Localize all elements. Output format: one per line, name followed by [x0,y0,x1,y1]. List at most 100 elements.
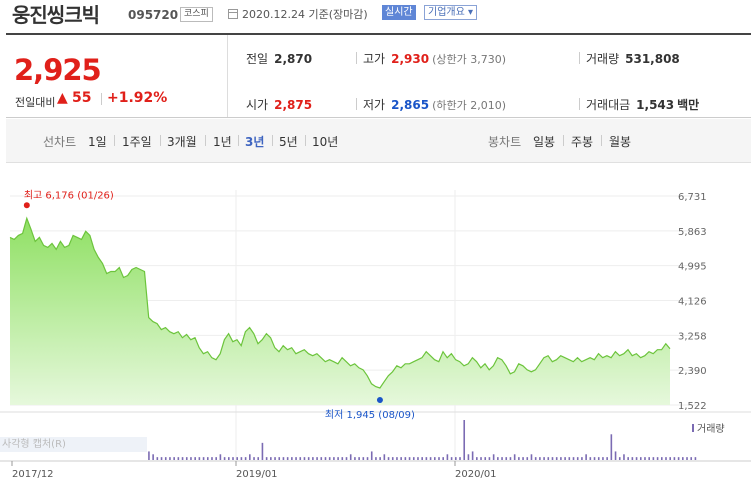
volume-bar [236,457,239,460]
volume-cell: 거래량 531,808 [586,50,680,67]
volume-bar [660,457,663,460]
volume-bar [223,457,226,460]
y-tick-label: 1,522 [678,401,707,412]
open-label: 시가 [246,98,269,112]
volume-bar [593,457,596,460]
as-of-date: 2020.12.24 기준(장마감) [242,8,368,21]
volume-bar [446,454,449,460]
divider [356,52,357,64]
volume-bar [328,457,331,460]
high-annotation: 최고 6,176 (01/26) [24,189,114,201]
volume-bar [652,457,655,460]
period-3y[interactable]: 3년 [245,135,265,149]
volume-bar [673,457,676,460]
volume-bar [396,457,398,460]
volume-bar [459,457,461,460]
volume-value: 531,808 [625,52,680,66]
y-tick-label: 4,126 [678,297,707,308]
volume-bar [412,457,415,460]
realtime-button[interactable]: 실시간 [382,5,416,20]
volume-bar [425,457,428,460]
y-tick-label: 5,863 [678,227,707,238]
volume-bar [341,457,344,460]
period-10y[interactable]: 10년 [312,135,339,149]
divider [114,135,115,146]
market-badge: 코스피 [180,7,213,22]
low-value: 2,865 [391,98,430,112]
volume-bar [476,457,478,460]
candle-monthly[interactable]: 월봉 [609,135,632,149]
volume-bar [312,457,314,460]
trade-value-unit: 백만 [677,98,700,112]
period-toolbar: 선차트 1일 1주일 3개월 1년 3년 5년 10년 봉차트 일봉 주봉 월봉 [6,119,751,163]
volume-bar [177,457,180,460]
volume-bar [690,457,693,460]
chart-annotations: 최고 6,176 (01/26) 최저 1,945 (08/09) [23,189,415,421]
volume-bar [682,457,684,460]
volume-bar [421,457,423,460]
divider [305,135,306,146]
volume-bar [564,457,566,460]
volume-bar [534,457,537,460]
volume-bar [253,457,255,460]
volume-legend-swatch [692,424,694,432]
volume-bar [694,457,697,460]
volume-bar [383,454,386,460]
upper-limit: (상한가 3,730) [432,53,506,66]
current-price: 2,925 [14,53,102,87]
period-1d[interactable]: 1일 [88,135,107,149]
volume-bar [354,457,356,460]
price-area [10,218,670,405]
prev-close-cell: 전일 2,870 [246,50,312,67]
volume-legend: 거래량 [697,423,725,435]
period-3m[interactable]: 3개월 [167,135,197,149]
x-axis: 2017/12 2019/01 2020/01 [11,461,497,480]
volume-bar [387,457,390,460]
volume-bar [164,457,167,460]
company-overview-dropdown[interactable]: 기업개요 ▾ [424,5,477,20]
volume-bar [295,457,297,460]
period-5y[interactable]: 5년 [279,135,298,149]
divider [601,135,602,146]
volume-bar [581,457,583,460]
volume-bar [610,434,613,460]
volume-bar [152,454,154,460]
price-chart[interactable]: 6,731 5,863 4,995 4,126 3,258 2,390 1,522 최고 6… [0,163,751,496]
volume-bar [505,457,508,460]
divider [160,135,161,146]
volume-bar [518,457,520,460]
candle-weekly[interactable]: 주봉 [571,135,594,149]
volume-bar [227,457,230,460]
volume-bar [429,457,432,460]
volume-bar [618,457,621,460]
trade-value: 1,543 [636,98,675,112]
low-marker [376,397,383,404]
volume-bar [265,457,268,460]
volume-bar [307,457,310,460]
period-1w[interactable]: 1주일 [122,135,152,149]
volume-bar [202,457,205,460]
current-price-panel: 2,925 전일대비 ▲ 55 +1.92% [6,35,228,117]
candle-daily[interactable]: 일봉 [533,135,556,149]
prev-close-label: 전일 [246,52,269,66]
volume-bar [316,457,318,460]
open-value: 2,875 [274,98,313,112]
period-1y[interactable]: 1년 [213,135,232,149]
volume-bar [391,457,394,460]
up-arrow-icon: ▲ [57,90,68,106]
volume-bar [181,457,184,460]
y-tick-label: 2,390 [678,366,707,377]
divider [356,98,357,110]
high-label: 고가 [363,52,386,66]
low-cell: 저가 2,865 (하한가 2,010) [363,96,506,113]
volume-bar [408,457,411,460]
volume-bar [442,457,444,460]
volume-bar [261,442,264,460]
volume-bars: 거래량 [148,420,725,460]
trade-value-label: 거래대금 [586,98,631,112]
calendar-icon [228,9,238,19]
y-tick-label: 6,731 [678,192,707,203]
volume-bar [627,457,629,460]
volume-bar [686,457,688,460]
volume-bar [185,457,188,460]
